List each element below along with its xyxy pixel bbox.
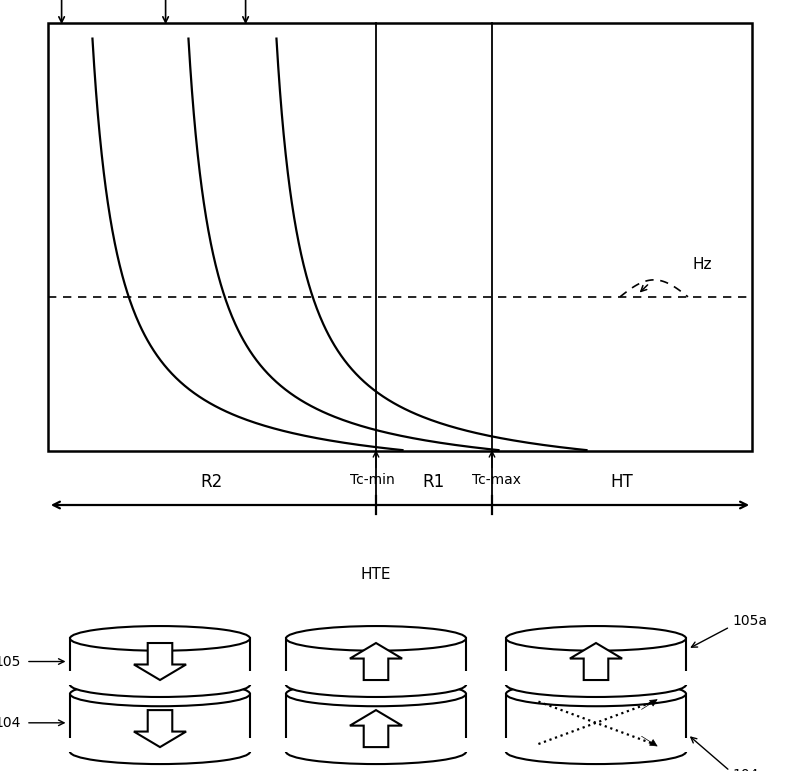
Ellipse shape [286, 739, 466, 764]
Text: R1: R1 [423, 473, 445, 491]
Text: HT: HT [610, 473, 634, 491]
Text: 105a: 105a [733, 614, 767, 628]
Ellipse shape [70, 626, 250, 651]
Ellipse shape [506, 672, 686, 697]
Bar [506, 638, 686, 685]
Text: R2: R2 [201, 473, 223, 491]
Ellipse shape [70, 739, 250, 764]
Bar [286, 694, 466, 752]
Text: 104a: 104a [733, 768, 767, 771]
Bar [285, 738, 467, 752]
Bar [504, 671, 687, 685]
Polygon shape [350, 710, 402, 747]
Bar [48, 23, 752, 451]
Ellipse shape [506, 682, 686, 706]
Text: 105: 105 [0, 655, 21, 668]
Text: 104: 104 [0, 715, 21, 730]
Polygon shape [134, 710, 186, 747]
Text: Hz: Hz [692, 258, 711, 272]
Ellipse shape [506, 739, 686, 764]
Polygon shape [350, 643, 402, 680]
Bar [70, 694, 250, 752]
Bar [69, 671, 251, 685]
Polygon shape [570, 643, 622, 680]
Text: Tc-min: Tc-min [350, 473, 394, 487]
Bar [286, 638, 466, 685]
Bar [69, 738, 251, 752]
Ellipse shape [286, 672, 466, 697]
Ellipse shape [286, 626, 466, 651]
Text: HTE: HTE [361, 567, 391, 581]
Ellipse shape [70, 672, 250, 697]
Bar [506, 694, 686, 752]
Ellipse shape [286, 682, 466, 706]
Bar [70, 638, 250, 685]
Ellipse shape [506, 626, 686, 651]
Ellipse shape [70, 682, 250, 706]
Bar [285, 671, 467, 685]
Text: Tc-max: Tc-max [471, 473, 521, 487]
Bar [504, 738, 687, 752]
Polygon shape [134, 643, 186, 680]
